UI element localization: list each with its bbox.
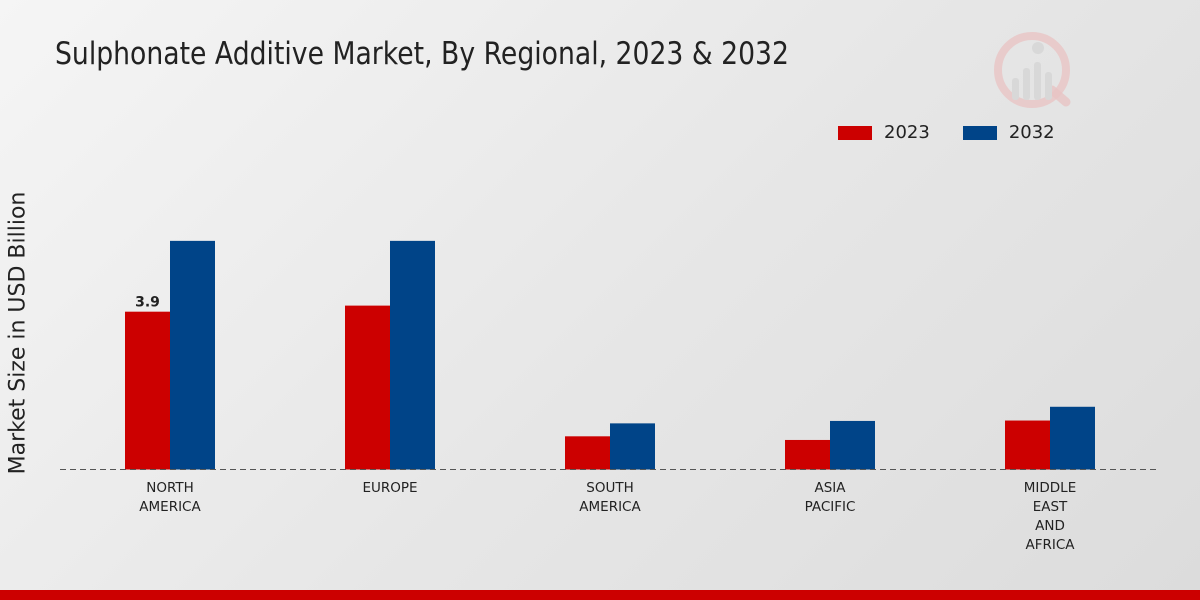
data-label: 3.9 [135,295,160,311]
bar-2023-north-america [125,311,170,470]
bar-2032-asia-pacific [830,420,875,470]
bar-2032-south-america [610,423,655,470]
bar-2023-europe [345,305,390,470]
x-tick-label-asia-pacific: ASIA PACIFIC [805,480,856,515]
bar-2032-north-america [170,240,215,470]
bottom-accent-bar [0,590,1200,600]
legend-swatch-2023 [838,125,872,140]
legend: 2023 2032 [838,122,1088,143]
bar-2032-middle-east-and-africa [1050,406,1095,470]
x-tick-label-north-america: NORTH AMERICA [139,480,201,515]
bar-2023-asia-pacific [785,439,830,470]
bar-2023-south-america [565,436,610,470]
legend-label-2023: 2023 [884,122,930,143]
legend-label-2032: 2032 [1008,122,1055,143]
chart-title: Sulphonate Additive Market, By Regional,… [55,36,789,72]
bar-2023-middle-east-and-africa [1005,420,1050,470]
x-tick-label-middle-east-and-africa: MIDDLE EAST AND AFRICA [1024,480,1076,553]
legend-item-2032: 2032 [962,122,1055,143]
legend-swatch-2032 [962,125,997,140]
legend-item-2023: 2023 [838,122,930,143]
x-tick-label-south-america: SOUTH AMERICA [579,480,641,515]
x-tick-label-europe: EUROPE [362,480,417,496]
brand-logo-icon [994,32,1071,108]
bar-2032-europe [390,240,435,470]
